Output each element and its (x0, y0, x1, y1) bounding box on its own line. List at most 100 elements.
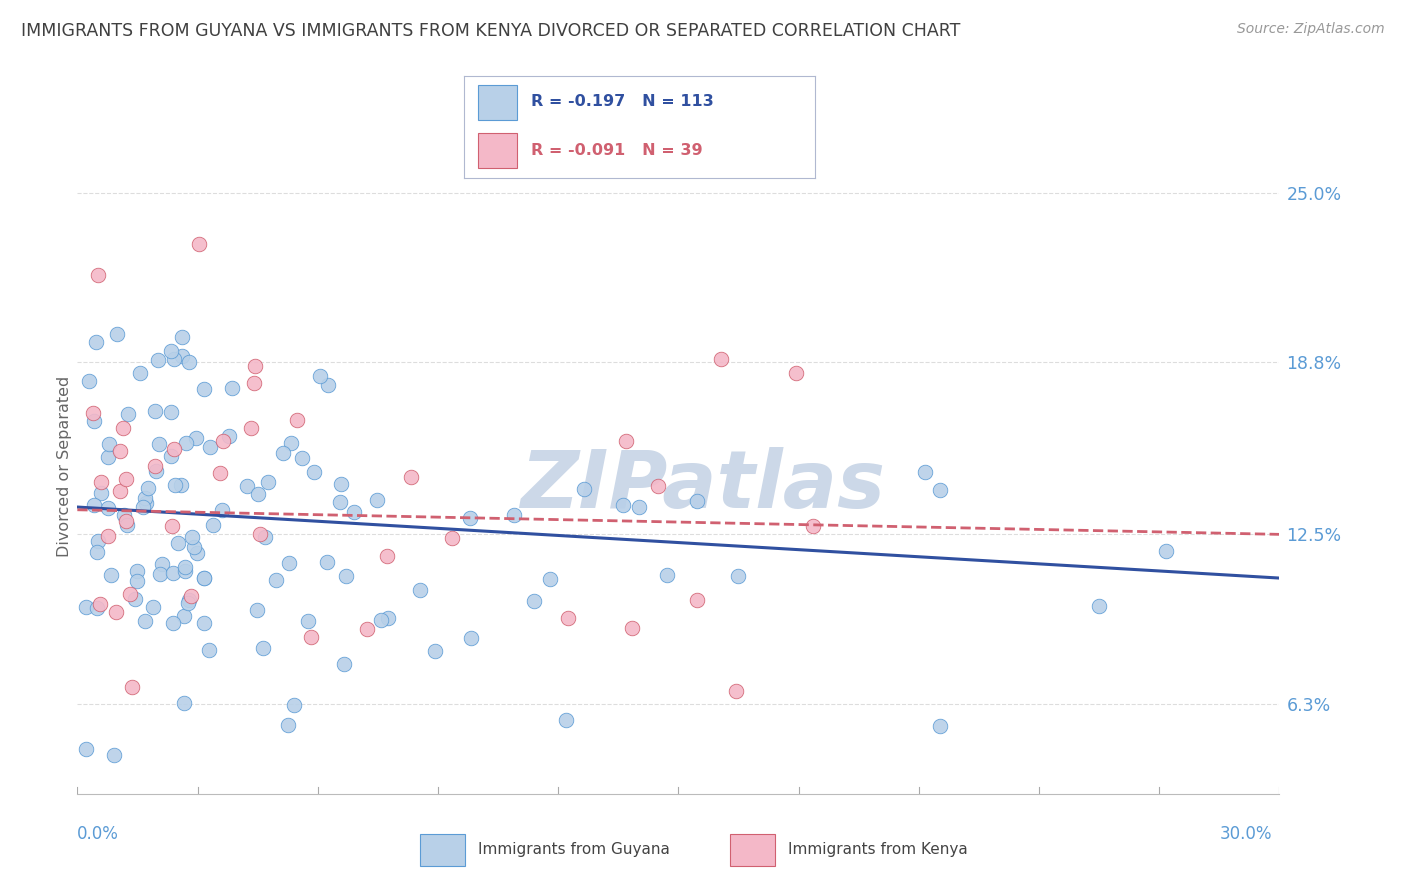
Point (170, 349, 193, 363)
Bar (478, 133, 517, 168)
Point (145, 464, 167, 478)
Point (188, 236, 211, 251)
Point (83, 498, 105, 512)
Point (283, 698, 305, 713)
Point (134, 491, 156, 505)
Point (299, 630, 322, 644)
Point (686, 494, 709, 508)
Point (183, 541, 205, 555)
Point (186, 431, 208, 445)
Point (200, 441, 222, 455)
Point (801, 518, 824, 533)
Point (173, 696, 195, 710)
Point (335, 568, 357, 582)
Point (173, 609, 195, 624)
Point (76, 742, 98, 756)
Point (309, 369, 332, 384)
Point (103, 748, 125, 763)
Point (75, 599, 97, 614)
Point (785, 366, 807, 380)
Point (82, 406, 104, 420)
Point (211, 503, 233, 517)
Point (329, 477, 352, 491)
Point (163, 478, 186, 492)
Text: 0.0%: 0.0% (77, 825, 120, 843)
Point (114, 472, 136, 486)
Point (329, 495, 352, 509)
Point (112, 508, 135, 522)
Point (254, 530, 277, 544)
Point (375, 549, 398, 564)
Point (193, 571, 215, 585)
Bar (419, 834, 465, 866)
Point (148, 437, 170, 451)
Point (252, 641, 274, 656)
Point (90, 475, 112, 489)
Point (725, 684, 748, 698)
Text: IMMIGRANTS FROM GUYANA VS IMMIGRANTS FROM KENYA DIVORCED OR SEPARATED CORRELATIO: IMMIGRANTS FROM GUYANA VS IMMIGRANTS FRO… (21, 22, 960, 40)
Point (316, 377, 339, 392)
Point (90, 486, 112, 500)
Point (86, 544, 108, 558)
Point (266, 574, 288, 588)
Point (124, 592, 146, 607)
Point (169, 477, 191, 491)
Point (127, 574, 149, 588)
Point (83, 414, 105, 428)
Point (150, 557, 173, 571)
Point (162, 615, 184, 630)
Point (243, 359, 266, 374)
Point (291, 451, 314, 466)
Point (135, 496, 157, 510)
Point (657, 567, 679, 582)
Point (235, 479, 257, 493)
Point (458, 510, 481, 524)
Point (117, 517, 139, 532)
Point (727, 569, 749, 583)
Point (710, 351, 733, 366)
Point (149, 566, 172, 581)
Point (86, 601, 108, 615)
Y-axis label: Divorced or Separated: Divorced or Separated (56, 376, 72, 557)
Point (112, 420, 135, 434)
Point (249, 527, 271, 541)
Point (208, 466, 231, 480)
Text: Immigrants from Guyana: Immigrants from Guyana (478, 842, 669, 857)
Point (366, 493, 388, 508)
Point (177, 596, 200, 610)
Point (1154, 544, 1177, 558)
Point (503, 508, 526, 522)
Point (193, 615, 215, 630)
Point (97, 436, 120, 450)
Point (193, 571, 215, 585)
Point (315, 556, 337, 570)
Point (176, 436, 198, 450)
Point (285, 413, 308, 427)
Bar (478, 85, 517, 120)
Point (148, 353, 170, 368)
Point (621, 621, 644, 635)
Point (186, 546, 208, 560)
Point (198, 642, 221, 657)
Point (115, 514, 138, 528)
Point (79, 374, 101, 388)
Point (108, 483, 131, 498)
Point (332, 657, 354, 671)
Point (179, 593, 201, 607)
Point (143, 404, 166, 418)
Point (128, 366, 150, 380)
Point (160, 519, 183, 533)
Point (160, 450, 183, 464)
Point (105, 327, 128, 342)
Point (929, 719, 952, 733)
Bar (730, 834, 775, 866)
Point (218, 428, 240, 442)
Point (84, 334, 107, 349)
Point (97, 501, 120, 516)
Point (136, 481, 159, 495)
Point (243, 376, 266, 391)
Point (343, 506, 366, 520)
Point (212, 434, 235, 448)
Point (97, 529, 120, 543)
Point (377, 611, 399, 625)
